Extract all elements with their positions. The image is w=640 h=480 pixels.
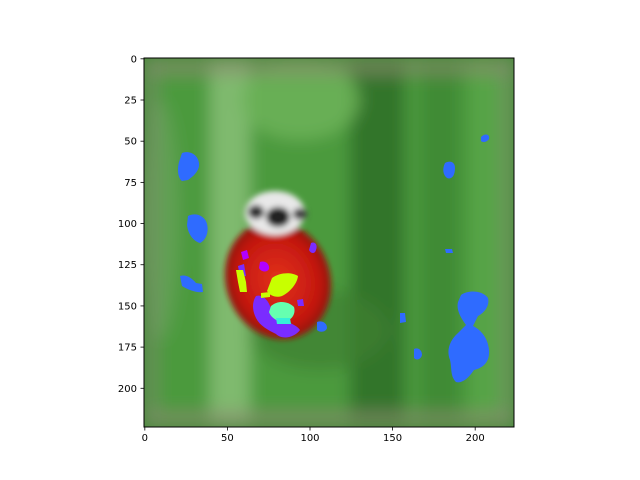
y-tick-label: 125 (118, 260, 137, 271)
axes-frame (143, 57, 515, 428)
overlay-blobs (178, 134, 490, 383)
y-tick-label: 75 (124, 178, 137, 189)
x-tick-label: 100 (300, 433, 319, 444)
x-tick-label: 50 (221, 433, 234, 444)
y-tick-label: 150 (118, 301, 137, 312)
image-area (144, 58, 514, 427)
x-tick-label: 0 (142, 433, 148, 444)
y-tick-label: 50 (124, 137, 137, 148)
y-axis: 0 25 50 75 100 125 150 175 200 (118, 54, 144, 395)
x-tick-label: 150 (383, 433, 402, 444)
y-tick-label: 100 (118, 219, 137, 230)
y-tick-label: 175 (118, 343, 137, 354)
y-tick-label: 200 (118, 384, 137, 395)
y-tick-label: 0 (131, 54, 137, 65)
y-tick-label: 25 (124, 96, 137, 107)
x-tick-label: 200 (466, 433, 485, 444)
x-axis: 0 50 100 150 200 (142, 427, 485, 444)
